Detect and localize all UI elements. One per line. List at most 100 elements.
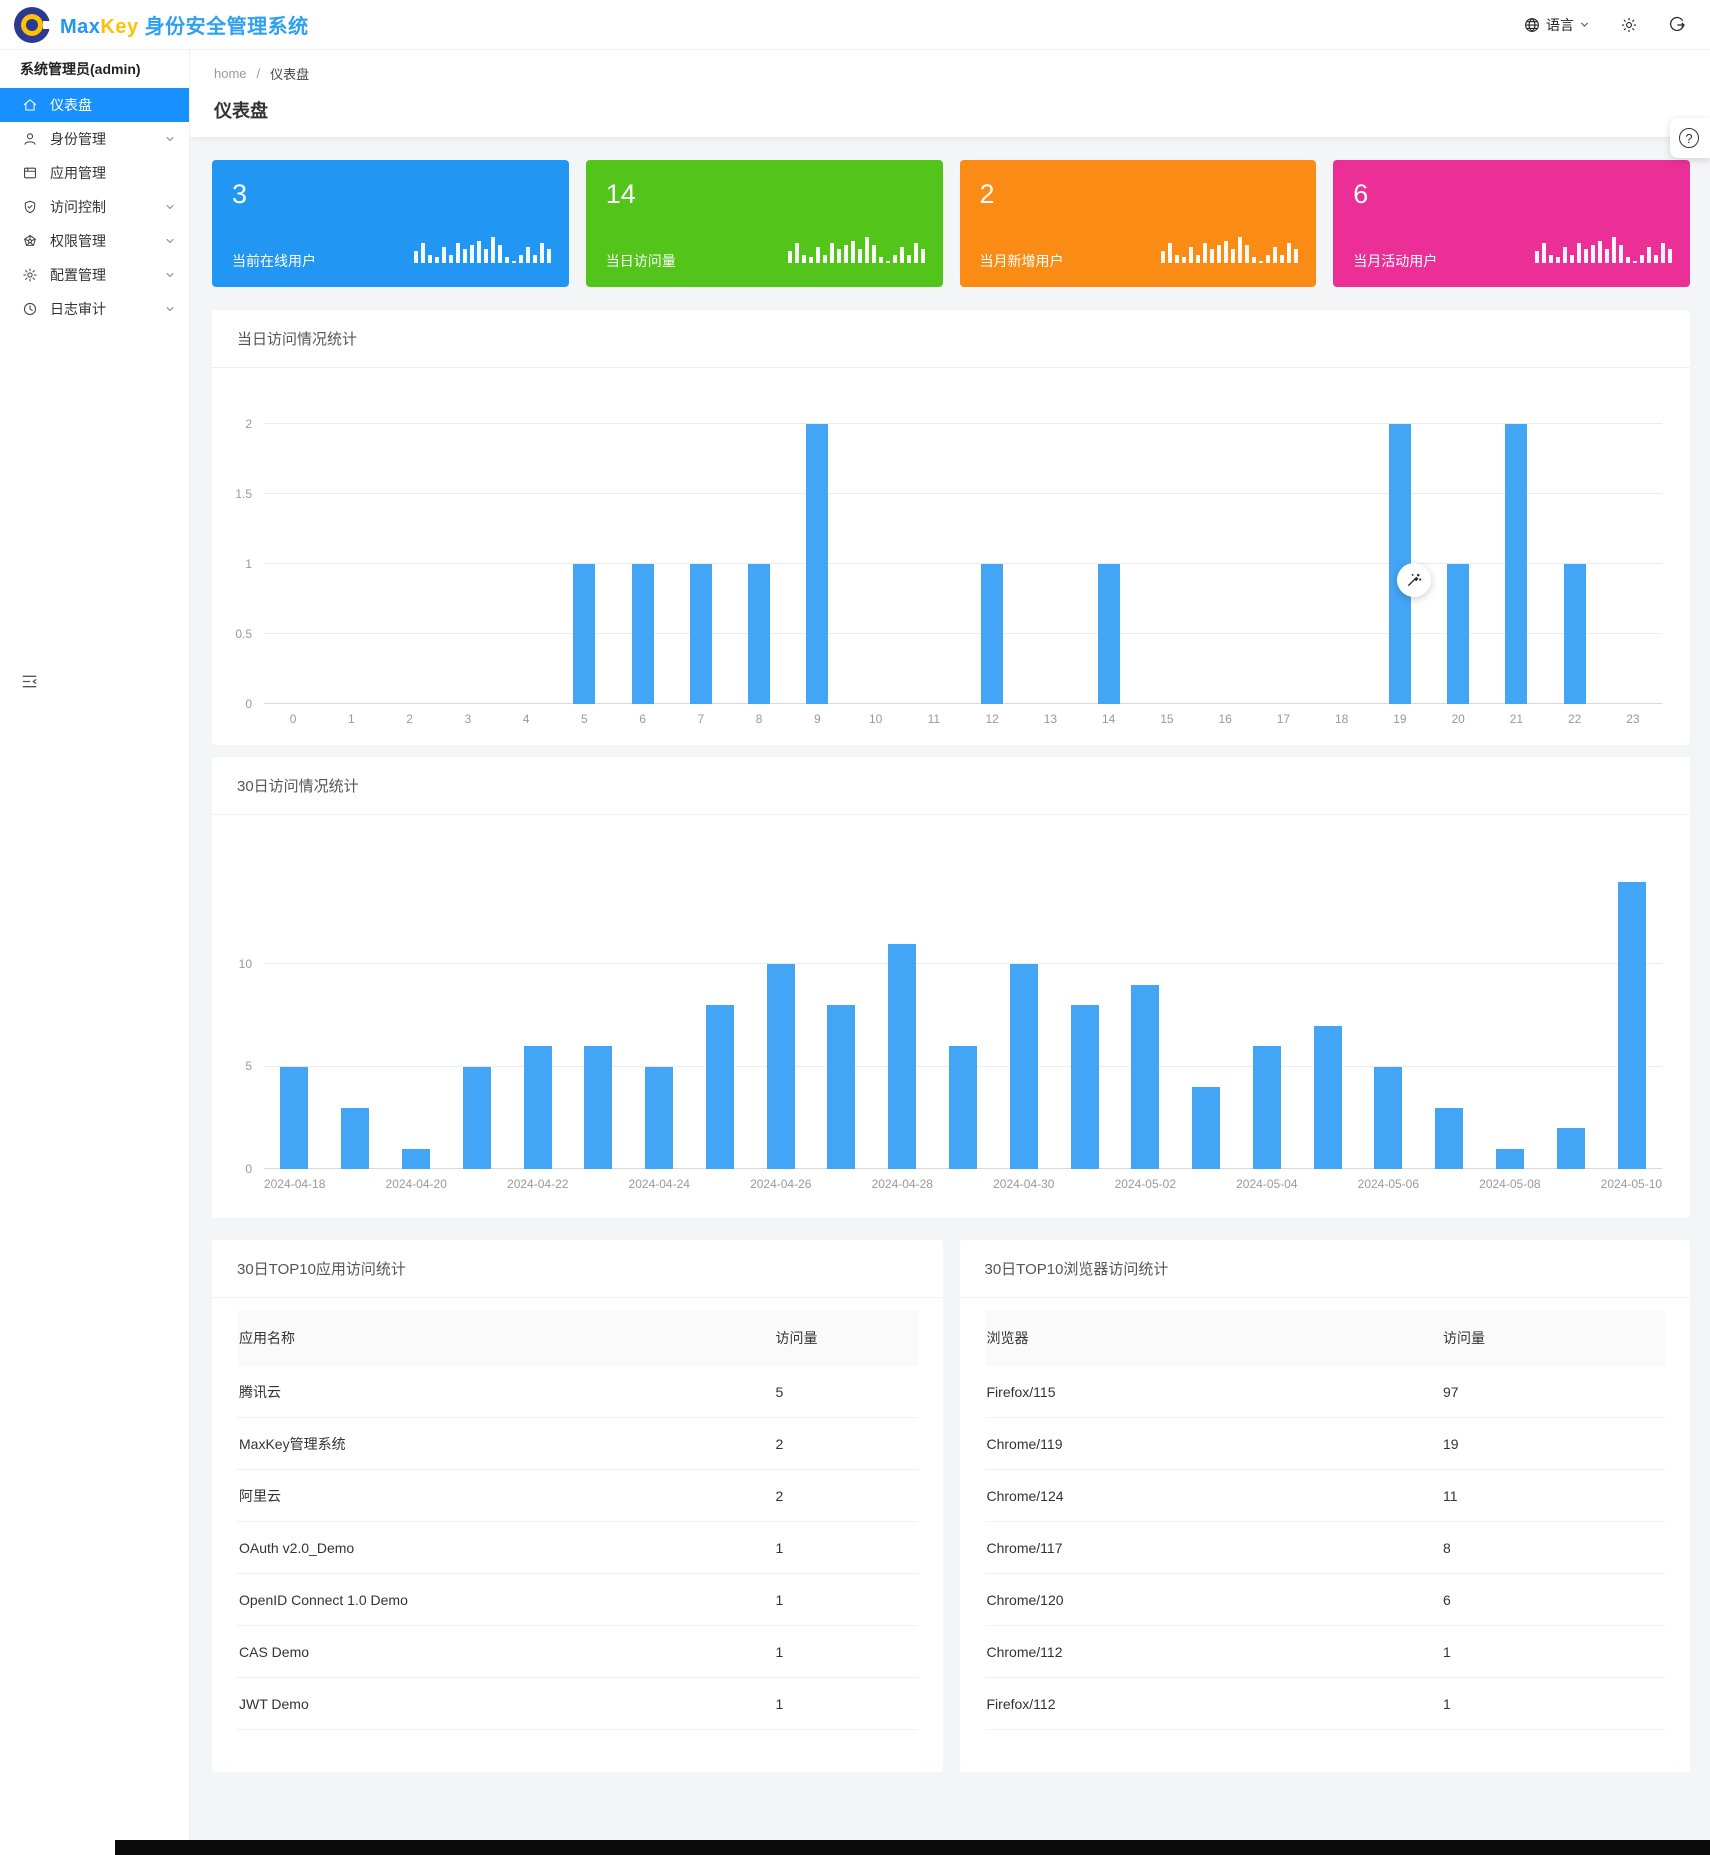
bar-slot[interactable] — [811, 882, 872, 1169]
table-row[interactable]: MaxKey管理系统 2 — [237, 1418, 918, 1470]
bar[interactable] — [1192, 1087, 1221, 1169]
bar[interactable] — [1505, 424, 1528, 704]
bar[interactable] — [1447, 564, 1470, 704]
bar-slot[interactable] — [689, 882, 750, 1169]
bar-slot[interactable] — [905, 424, 963, 704]
bar[interactable] — [1009, 964, 1038, 1169]
bar-slot[interactable] — [1054, 882, 1115, 1169]
table-row[interactable]: Chrome/120 6 — [984, 1574, 1665, 1626]
bar[interactable] — [584, 1046, 613, 1169]
bar-slot[interactable] — [963, 424, 1021, 704]
sidebar-item-2[interactable]: 应用管理 — [0, 156, 189, 190]
table-row[interactable]: Firefox/112 1 — [984, 1678, 1665, 1730]
bar-slot[interactable] — [1237, 882, 1298, 1169]
bar-slot[interactable] — [555, 424, 613, 704]
bar-slot[interactable] — [1176, 882, 1237, 1169]
bar[interactable] — [1496, 1148, 1525, 1169]
bar[interactable] — [462, 1066, 491, 1169]
bar-slot[interactable] — [629, 882, 690, 1169]
bar-slot[interactable] — [1021, 424, 1079, 704]
bar[interactable] — [748, 564, 771, 704]
bar-slot[interactable] — [1371, 424, 1429, 704]
bar-slot[interactable] — [1115, 882, 1176, 1169]
bar[interactable] — [689, 564, 712, 704]
bar-slot[interactable] — [614, 424, 672, 704]
bar-slot[interactable] — [847, 424, 905, 704]
bar-slot[interactable] — [322, 424, 380, 704]
bar[interactable] — [888, 943, 917, 1169]
settings-gear-icon[interactable] — [1620, 16, 1638, 34]
bar-slot[interactable] — [730, 424, 788, 704]
bar-slot[interactable] — [1138, 424, 1196, 704]
bar-slot[interactable] — [507, 882, 568, 1169]
bar[interactable] — [827, 1005, 856, 1169]
bar-slot[interactable] — [264, 424, 322, 704]
bar[interactable] — [1131, 984, 1160, 1169]
bar-slot[interactable] — [446, 882, 507, 1169]
sidebar-item-1[interactable]: 身份管理 — [0, 122, 189, 156]
bar[interactable] — [401, 1148, 430, 1169]
logout-icon[interactable] — [1668, 16, 1686, 34]
sidebar-item-0[interactable]: 仪表盘 — [0, 88, 189, 122]
sidebar-item-5[interactable]: 配置管理 — [0, 258, 189, 292]
bar[interactable] — [705, 1005, 734, 1169]
table-row[interactable]: Chrome/119 19 — [984, 1418, 1665, 1470]
bar[interactable] — [1388, 424, 1411, 704]
bar[interactable] — [1252, 1046, 1281, 1169]
table-row[interactable]: JWT Demo 1 — [237, 1678, 918, 1730]
bar-slot[interactable] — [568, 882, 629, 1169]
bar[interactable] — [573, 564, 596, 704]
bar-slot[interactable] — [672, 424, 730, 704]
table-row[interactable]: 腾讯云 5 — [237, 1366, 918, 1418]
bar-slot[interactable] — [439, 424, 497, 704]
bar-slot[interactable] — [1604, 424, 1662, 704]
sidebar-item-3[interactable]: 访问控制 — [0, 190, 189, 224]
bar[interactable] — [948, 1046, 977, 1169]
bar[interactable] — [806, 424, 829, 704]
bar[interactable] — [1374, 1066, 1403, 1169]
bar[interactable] — [1563, 564, 1586, 704]
sidebar-item-4[interactable]: 权限管理 — [0, 224, 189, 258]
table-row[interactable]: OAuth v2.0_Demo 1 — [237, 1522, 918, 1574]
table-row[interactable]: CAS Demo 1 — [237, 1626, 918, 1678]
bar[interactable] — [1097, 564, 1120, 704]
bar[interactable] — [1435, 1107, 1464, 1169]
bar[interactable] — [341, 1107, 370, 1169]
table-row[interactable]: OpenID Connect 1.0 Demo 1 — [237, 1574, 918, 1626]
bar-slot[interactable] — [497, 424, 555, 704]
bar[interactable] — [981, 564, 1004, 704]
table-row[interactable]: Chrome/112 1 — [984, 1626, 1665, 1678]
bar-slot[interactable] — [1254, 424, 1312, 704]
bar-slot[interactable] — [1297, 882, 1358, 1169]
bar-slot[interactable] — [1480, 882, 1541, 1169]
bar-slot[interactable] — [1487, 424, 1545, 704]
bar-slot[interactable] — [325, 882, 386, 1169]
sidebar-item-6[interactable]: 日志审计 — [0, 292, 189, 326]
table-row[interactable]: 阿里云 2 — [237, 1470, 918, 1522]
bar[interactable] — [766, 964, 795, 1169]
bar-slot[interactable] — [1080, 424, 1138, 704]
bar[interactable] — [523, 1046, 552, 1169]
bar-slot[interactable] — [750, 882, 811, 1169]
breadcrumb-home[interactable]: home — [214, 66, 247, 81]
table-row[interactable]: Chrome/124 11 — [984, 1470, 1665, 1522]
bar-slot[interactable] — [386, 882, 447, 1169]
bar-slot[interactable] — [1196, 424, 1254, 704]
bar-slot[interactable] — [933, 882, 994, 1169]
bar-slot[interactable] — [788, 424, 846, 704]
bar[interactable] — [280, 1066, 309, 1169]
bar-slot[interactable] — [264, 882, 325, 1169]
bar-slot[interactable] — [872, 882, 933, 1169]
sidebar-collapse-icon[interactable] — [20, 672, 40, 692]
bar-slot[interactable] — [993, 882, 1054, 1169]
help-button[interactable]: ? — [1670, 118, 1710, 158]
bar[interactable] — [1617, 882, 1646, 1169]
bar-slot[interactable] — [1429, 424, 1487, 704]
bar-slot[interactable] — [1540, 882, 1601, 1169]
bar-slot[interactable] — [1419, 882, 1480, 1169]
magic-wand-button[interactable] — [1397, 563, 1431, 597]
bar[interactable] — [1313, 1025, 1342, 1169]
bar-slot[interactable] — [1313, 424, 1371, 704]
bar[interactable] — [645, 1066, 674, 1169]
bar-slot[interactable] — [1358, 882, 1419, 1169]
